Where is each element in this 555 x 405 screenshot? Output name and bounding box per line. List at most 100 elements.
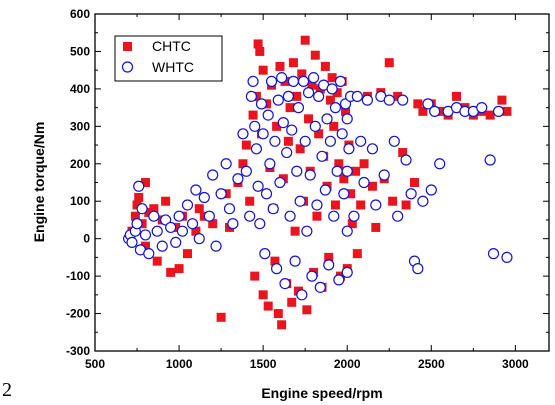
data-point-chtc: [325, 95, 335, 105]
data-point-chtc: [174, 264, 184, 274]
data-point-chtc: [302, 305, 312, 315]
legend-whtc-label: WHTC: [152, 59, 194, 75]
data-point-chtc: [330, 200, 340, 210]
data-point-chtc: [287, 297, 297, 307]
data-point-chtc: [307, 80, 317, 90]
data-point-whtc: [190, 184, 202, 196]
data-point-whtc: [309, 120, 321, 132]
y-tick-label: 400: [70, 82, 90, 96]
data-point-whtc: [301, 225, 313, 237]
data-point-chtc: [324, 252, 334, 262]
data-point-whtc: [341, 225, 353, 237]
data-point-whtc: [247, 75, 259, 88]
y-tick-label: -200: [66, 307, 90, 321]
data-point-whtc: [260, 188, 273, 200]
data-point-whtc: [173, 210, 185, 222]
data-point-whtc: [400, 154, 412, 166]
data-point-chtc: [413, 99, 423, 109]
data-point-chtc: [347, 219, 357, 229]
data-point-whtc: [434, 158, 446, 170]
data-point-whtc: [304, 169, 316, 181]
data-point-chtc: [314, 129, 324, 139]
data-point-chtc: [334, 159, 344, 169]
x-tick-label: 2500: [418, 357, 445, 371]
data-point-whtc: [343, 143, 355, 155]
data-point-chtc: [208, 219, 218, 229]
data-point-whtc: [334, 75, 347, 88]
data-point-chtc: [401, 200, 411, 210]
data-point-chtc: [310, 50, 320, 60]
data-point-whtc: [297, 75, 310, 88]
data-point-whtc: [291, 165, 303, 177]
tick-layer: 500 1000 1500 2000 2500 3000 -300 -200 -100 0 100 2…: [66, 7, 549, 371]
x-tick-label: 1500: [250, 357, 277, 371]
data-point-chtc: [359, 159, 369, 169]
data-point-chtc: [300, 35, 310, 45]
data-point-chtc: [132, 200, 142, 210]
data-point-whtc: [237, 128, 249, 140]
data-point-whtc: [131, 218, 143, 230]
data-point-chtc: [140, 241, 150, 251]
data-point-chtc: [485, 110, 495, 120]
data-point-whtc: [279, 278, 291, 290]
page-number: 2: [2, 379, 12, 401]
data-point-chtc: [341, 106, 351, 116]
data-point-whtc: [296, 289, 308, 301]
y-tick-label: 500: [70, 44, 90, 58]
data-point-whtc: [388, 135, 400, 147]
data-point-whtc: [220, 158, 232, 170]
data-point-chtc: [250, 271, 260, 281]
data-point-chtc: [371, 222, 381, 232]
data-point-whtc: [287, 75, 300, 88]
data-point-whtc: [277, 116, 289, 129]
data-point-whtc: [252, 180, 264, 192]
data-point-chtc: [327, 73, 337, 83]
x-tick-label: 500: [85, 357, 105, 371]
data-point-whtc: [333, 274, 345, 286]
data-point-chtc: [182, 249, 192, 259]
data-point-chtc: [295, 144, 305, 154]
y-tick-label: 600: [70, 7, 90, 21]
data-point-chtc: [329, 121, 339, 131]
data-point-whtc: [405, 188, 417, 200]
data-point-whtc: [193, 233, 205, 245]
data-point-chtc: [191, 226, 201, 236]
data-point-whtc: [259, 248, 271, 260]
data-point-chtc: [144, 207, 154, 217]
data-point-chtc: [130, 211, 140, 221]
data-point-whtc: [370, 199, 382, 211]
data-point-whtc: [223, 203, 236, 215]
data-point-whtc: [262, 109, 274, 121]
data-point-whtc: [392, 210, 404, 222]
data-point-chtc: [258, 65, 268, 75]
data-point-whtc: [126, 236, 138, 249]
data-point-whtc: [397, 94, 409, 106]
data-point-chtc: [339, 174, 349, 184]
data-point-whtc: [323, 259, 335, 271]
data-point-whtc: [339, 98, 352, 110]
data-point-whtc: [148, 210, 160, 222]
data-point-whtc: [294, 195, 306, 207]
data-point-whtc: [358, 176, 370, 189]
data-point-chtc: [275, 61, 285, 71]
data-point-whtc: [207, 169, 219, 181]
data-point-whtc: [136, 203, 148, 215]
data-point-whtc: [286, 124, 298, 136]
data-point-whtc: [281, 146, 293, 159]
data-point-whtc: [321, 113, 333, 125]
y-tick-label: 0: [83, 232, 90, 246]
data-point-whtc: [429, 105, 441, 117]
data-point-chtc: [277, 320, 287, 330]
legend-whtc-marker: [121, 61, 134, 73]
legend-chtc-marker: [123, 42, 132, 51]
data-point-chtc: [272, 121, 282, 131]
data-point-whtc: [341, 266, 353, 278]
data-point-chtc: [166, 267, 176, 277]
data-point-whtc: [156, 240, 168, 252]
data-point-chtc: [332, 88, 342, 98]
data-point-chtc: [290, 226, 300, 236]
data-point-chtc: [367, 181, 377, 191]
data-point-chtc: [255, 46, 265, 56]
data-point-whtc: [487, 248, 500, 260]
